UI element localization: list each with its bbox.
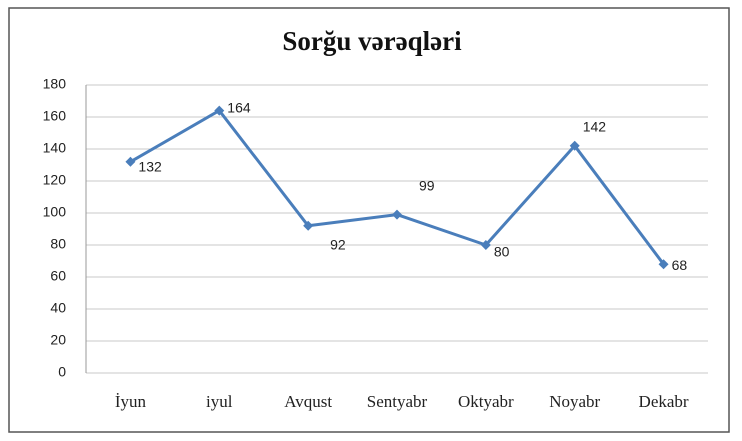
- data-label: 92: [330, 237, 346, 253]
- point: [569, 140, 580, 151]
- data-label: 164: [227, 99, 251, 115]
- y-tick-label: 20: [50, 332, 66, 348]
- y-tick-label: 0: [58, 364, 66, 380]
- chart-frame: [8, 7, 730, 433]
- y-tick-label: 120: [43, 172, 67, 188]
- data-label: 68: [672, 257, 688, 273]
- x-tick-label: Avqust: [284, 392, 332, 411]
- x-tick-label: iyul: [206, 392, 233, 411]
- point: [658, 259, 669, 270]
- x-tick-label: Dekabr: [639, 392, 689, 411]
- y-tick-label: 160: [43, 108, 67, 124]
- chart-title: Sorğu vərəqləri: [282, 26, 462, 56]
- x-tick-label: İyun: [115, 392, 147, 411]
- point: [214, 105, 225, 116]
- data-label: 80: [494, 244, 510, 260]
- data-label: 142: [583, 119, 607, 135]
- point: [125, 156, 136, 167]
- y-tick-label: 40: [50, 300, 66, 316]
- x-tick-label: Noyabr: [549, 392, 600, 411]
- data-label: 132: [138, 159, 162, 175]
- x-tick-label: Oktyabr: [458, 392, 514, 411]
- y-tick-label: 180: [43, 76, 67, 92]
- point: [480, 240, 491, 250]
- data-label: 99: [419, 177, 435, 193]
- point: [303, 220, 314, 231]
- y-tick-label: 100: [43, 204, 67, 220]
- y-tick-label: 80: [50, 236, 66, 252]
- y-tick-label: 140: [43, 140, 67, 156]
- x-tick-label: Sentyabr: [367, 392, 428, 411]
- y-tick-label: 60: [50, 268, 66, 284]
- point: [392, 209, 402, 220]
